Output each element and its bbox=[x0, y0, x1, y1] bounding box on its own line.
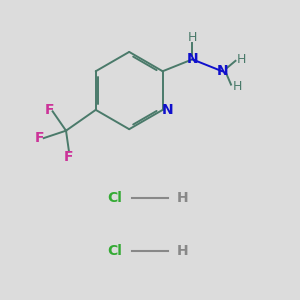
Text: N: N bbox=[216, 64, 228, 78]
Text: H: H bbox=[177, 190, 188, 205]
Text: N: N bbox=[187, 52, 198, 66]
Text: F: F bbox=[64, 150, 74, 164]
Text: F: F bbox=[34, 131, 44, 145]
Text: Cl: Cl bbox=[107, 190, 122, 205]
Text: H: H bbox=[177, 244, 188, 258]
Text: Cl: Cl bbox=[107, 244, 122, 258]
Text: F: F bbox=[45, 103, 54, 117]
Text: H: H bbox=[237, 53, 246, 66]
Text: H: H bbox=[188, 31, 197, 44]
Text: N: N bbox=[161, 103, 173, 117]
Text: H: H bbox=[232, 80, 242, 93]
